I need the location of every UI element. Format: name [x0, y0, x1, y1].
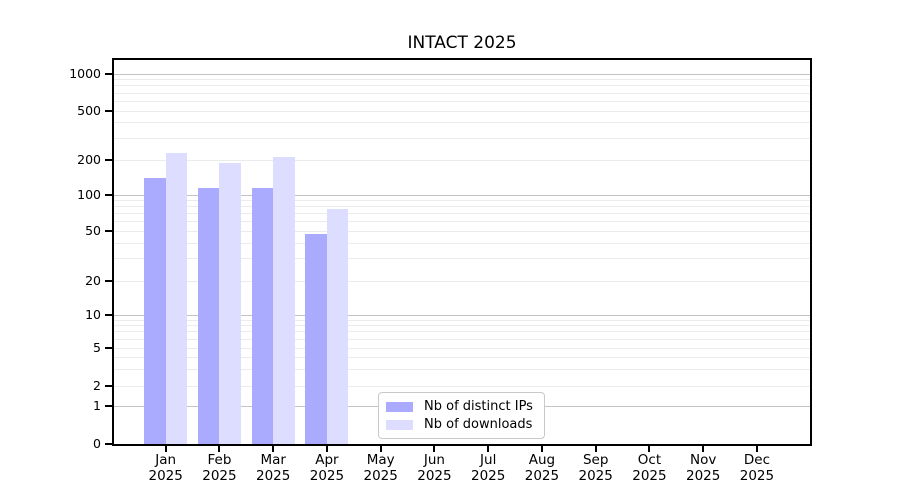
y-gridline-minor [114, 280, 810, 282]
y-tick-label: 2 [93, 378, 101, 393]
y-gridline-major [114, 314, 810, 316]
y-tick [105, 443, 112, 445]
y-gridline-minor [114, 221, 810, 223]
y-gridline-minor [114, 242, 810, 244]
y-gridline-major [114, 73, 810, 75]
x-tick-label: Jul 2025 [471, 452, 506, 484]
x-tick [218, 446, 221, 452]
x-tick-label: Mar 2025 [256, 452, 291, 484]
y-tick-label: 0 [93, 436, 101, 451]
x-tick-label: Apr 2025 [309, 452, 345, 484]
y-gridline-major [114, 194, 810, 196]
y-gridline-minor [114, 159, 810, 161]
bar-downloads [219, 162, 241, 444]
y-tick-label: 1000 [69, 66, 101, 81]
bar-downloads [165, 152, 188, 444]
x-tick [594, 446, 597, 452]
bar-downloads [326, 208, 349, 444]
y-gridline-minor [114, 85, 810, 87]
x-tick-label: Feb 2025 [202, 452, 237, 484]
y-gridline-minor [114, 368, 810, 370]
x-tick [272, 446, 275, 452]
y-gridline-minor [114, 213, 810, 215]
x-tick [325, 446, 328, 452]
y-tick-label: 500 [77, 103, 101, 118]
y-gridline-minor [114, 199, 810, 201]
plot-area [112, 58, 812, 446]
distinct-ips-swatch-icon [386, 402, 413, 412]
y-tick [105, 110, 112, 112]
legend-label: Nb of downloads [424, 417, 533, 432]
y-tick [105, 230, 112, 232]
y-gridline-minor [114, 122, 810, 124]
y-gridline-minor [114, 110, 810, 112]
y-gridline-minor [114, 347, 810, 349]
x-tick [648, 446, 651, 452]
x-tick-label: Oct 2025 [632, 452, 667, 484]
y-tick-label: 1 [93, 398, 101, 413]
bar-distinct-ips [251, 187, 274, 444]
bar-distinct-ips [144, 178, 166, 444]
x-tick-label: Jan 2025 [148, 452, 183, 484]
y-tick [105, 73, 112, 75]
x-tick-label: Jun 2025 [417, 452, 452, 484]
x-tick [540, 446, 543, 452]
x-tick [755, 446, 758, 452]
bar-distinct-ips [197, 187, 220, 444]
y-tick-label: 200 [77, 152, 101, 167]
y-tick [105, 194, 112, 196]
y-gridline-minor [114, 92, 810, 94]
y-tick [105, 405, 112, 407]
y-tick-label: 100 [77, 187, 101, 202]
downloads-swatch-icon [386, 420, 413, 430]
y-tick [105, 385, 112, 387]
x-tick-label: Dec 2025 [739, 452, 775, 484]
chart-title: INTACT 2025 [407, 33, 517, 53]
y-gridline-minor [114, 356, 810, 358]
y-gridline-minor [114, 385, 810, 387]
x-tick-label: May 2025 [363, 452, 398, 484]
x-tick [487, 446, 490, 452]
x-tick-label: Nov 2025 [686, 452, 721, 484]
y-gridline-minor [114, 206, 810, 208]
x-tick [702, 446, 705, 452]
legend-row-downloads: Nb of downloads [386, 416, 536, 434]
y-tick-label: 20 [85, 273, 101, 288]
y-gridline-minor [114, 338, 810, 340]
x-tick [164, 446, 167, 452]
bar-downloads [273, 157, 295, 444]
y-tick [105, 314, 112, 316]
x-tick-label: Sep 2025 [578, 452, 613, 484]
y-gridline-minor [114, 100, 810, 102]
y-gridline-minor [114, 137, 810, 139]
y-gridline-minor [114, 325, 810, 327]
y-gridline-minor [114, 258, 810, 260]
y-gridline-minor [114, 79, 810, 81]
y-tick [105, 159, 112, 161]
y-tick-label: 5 [93, 340, 101, 355]
y-gridline-minor [114, 319, 810, 321]
x-tick [433, 446, 436, 452]
y-tick-label: 50 [85, 223, 101, 238]
y-gridline-minor [114, 331, 810, 333]
bar-distinct-ips [305, 234, 327, 444]
x-tick [379, 446, 382, 452]
y-tick-label: 10 [85, 307, 101, 322]
y-tick [105, 280, 112, 282]
legend: Nb of distinct IPs Nb of downloads [378, 392, 545, 439]
legend-label: Nb of distinct IPs [424, 399, 533, 414]
x-tick-label: Aug 2025 [524, 452, 560, 484]
y-gridline-minor [114, 230, 810, 232]
y-tick [105, 347, 112, 349]
legend-row-distinct-ips: Nb of distinct IPs [386, 398, 536, 416]
